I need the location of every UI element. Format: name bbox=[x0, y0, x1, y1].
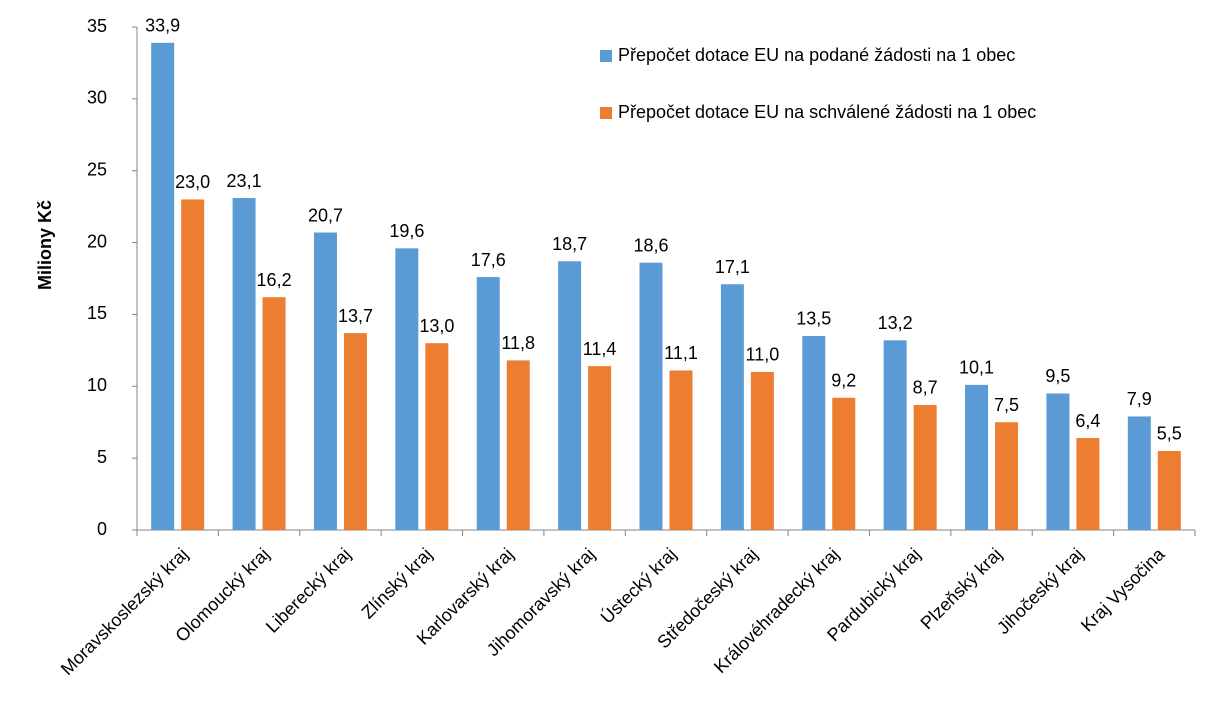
value-label: 9,2 bbox=[831, 371, 856, 391]
value-label: 23,1 bbox=[227, 171, 262, 191]
bar bbox=[476, 277, 500, 530]
bar bbox=[1076, 438, 1100, 530]
value-label: 11,0 bbox=[746, 345, 780, 365]
y-tick-label: 30 bbox=[87, 88, 107, 108]
value-label: 18,6 bbox=[633, 235, 668, 255]
value-label: 20,7 bbox=[308, 205, 343, 225]
y-tick-label: 35 bbox=[87, 16, 107, 36]
bar bbox=[995, 422, 1019, 530]
value-label: 23,0 bbox=[175, 172, 210, 192]
y-tick-label: 20 bbox=[87, 231, 107, 251]
legend-swatch bbox=[600, 107, 612, 119]
bar bbox=[832, 397, 856, 530]
legend-swatch bbox=[600, 50, 612, 62]
bar bbox=[720, 284, 744, 530]
x-tick-label: Plzeňský kraj bbox=[917, 544, 1006, 633]
bar bbox=[151, 42, 175, 531]
value-label: 10,1 bbox=[959, 358, 994, 378]
bar bbox=[395, 248, 419, 530]
value-label: 13,2 bbox=[878, 313, 913, 333]
y-tick-label: 10 bbox=[87, 375, 107, 395]
value-label: 18,7 bbox=[552, 234, 587, 254]
bar bbox=[1157, 450, 1181, 530]
legend-label: Přepočet dotace EU na podané žádosti na … bbox=[618, 45, 1015, 65]
y-axis-title: Miliony Kč bbox=[35, 200, 55, 290]
value-label: 8,7 bbox=[913, 378, 938, 398]
bar bbox=[558, 261, 582, 530]
x-tick-label: Liberecký kraj bbox=[262, 544, 355, 637]
bar bbox=[588, 366, 612, 530]
bar bbox=[1127, 416, 1151, 530]
value-label: 11,1 bbox=[664, 343, 698, 363]
value-label: 6,4 bbox=[1075, 411, 1100, 431]
bar bbox=[262, 297, 286, 530]
value-label: 11,8 bbox=[501, 333, 535, 353]
value-label: 11,4 bbox=[583, 339, 617, 359]
bar bbox=[425, 343, 449, 530]
value-label: 9,5 bbox=[1045, 366, 1070, 386]
value-label: 17,1 bbox=[715, 257, 750, 277]
x-tick-label: Zlínský kraj bbox=[358, 544, 436, 622]
bar bbox=[965, 384, 989, 530]
bar bbox=[232, 198, 256, 530]
bar bbox=[802, 335, 826, 530]
y-tick-label: 25 bbox=[87, 159, 107, 179]
value-label: 7,9 bbox=[1127, 389, 1152, 409]
bar bbox=[506, 360, 530, 530]
value-label: 13,0 bbox=[419, 316, 454, 336]
value-label: 33,9 bbox=[145, 16, 180, 36]
x-tick-label: Jihočeský kraj bbox=[993, 544, 1087, 638]
bar bbox=[1046, 393, 1070, 530]
x-tick-label: Moravskoslezský kraj bbox=[57, 544, 192, 679]
bar bbox=[343, 333, 367, 530]
bar bbox=[913, 404, 937, 530]
value-label: 19,6 bbox=[389, 221, 424, 241]
value-label: 5,5 bbox=[1157, 424, 1182, 444]
value-label: 17,6 bbox=[471, 250, 506, 270]
y-tick-label: 15 bbox=[87, 303, 107, 323]
x-tick-label: Ústecký kraj bbox=[596, 543, 680, 627]
bar bbox=[639, 262, 663, 530]
value-label: 13,7 bbox=[338, 306, 373, 326]
x-tick-label: Kraj Vysočina bbox=[1077, 543, 1169, 635]
bar bbox=[883, 340, 907, 530]
value-label: 13,5 bbox=[796, 309, 831, 329]
bar bbox=[669, 370, 693, 530]
bar bbox=[750, 371, 774, 530]
value-label: 7,5 bbox=[994, 395, 1019, 415]
bar bbox=[181, 199, 205, 530]
bar bbox=[313, 232, 337, 531]
value-label: 16,2 bbox=[257, 270, 292, 290]
y-tick-label: 5 bbox=[97, 447, 107, 467]
y-tick-label: 0 bbox=[97, 519, 107, 539]
legend-label: Přepočet dotace EU na schválené žádosti … bbox=[618, 102, 1036, 122]
